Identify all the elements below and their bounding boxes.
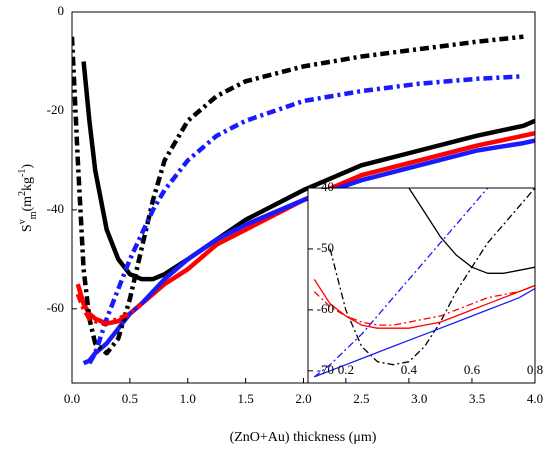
y-tick-label: -40 (47, 201, 64, 216)
x-tick-label: 3.5 (469, 391, 485, 406)
x-tick-label: 0.5 (122, 391, 138, 406)
x-tick-label: 4.0 (527, 391, 543, 406)
series-line (82, 138, 535, 366)
x-tick-label: 0.2 (338, 362, 354, 377)
series-line (313, 284, 535, 326)
y-tick-label: 0 (58, 3, 65, 18)
series-line (314, 287, 535, 378)
y-axis-label: Svm(m2kg-1) (17, 164, 39, 232)
x-tick-label: 3.0 (411, 391, 427, 406)
y-tick-label: -50 (317, 240, 334, 255)
x-tick-label: 0.6 (464, 362, 481, 377)
y-label-part: 2 (17, 191, 28, 196)
y-label-part: -1 (17, 169, 28, 177)
x-tick-label: 1.0 (180, 391, 196, 406)
y-tick-label: -40 (317, 179, 334, 194)
x-tick-label: 2.5 (353, 391, 369, 406)
plot-lines (72, 34, 535, 366)
y-label-part: ) (20, 164, 35, 169)
y-label-part: kg (20, 177, 35, 191)
y-label-part: (m (20, 196, 35, 212)
y-label-part: m (28, 211, 39, 219)
y-label-part: S (20, 224, 35, 232)
x-tick-label: 2.0 (295, 391, 311, 406)
series-line (329, 188, 535, 366)
y-tick-label: -60 (317, 301, 334, 316)
y-label-part: v (17, 219, 28, 224)
y-tick-label: -70 (317, 362, 334, 377)
y-tick-label: -20 (47, 102, 64, 117)
series-line (313, 279, 535, 329)
plot-lines (313, 188, 535, 378)
x-tick-label: 1.5 (238, 391, 254, 406)
y-tick-label: -60 (47, 300, 64, 315)
axes-frame (307, 187, 536, 384)
series-line (87, 74, 524, 365)
series-line (313, 188, 489, 378)
series-line (75, 293, 143, 326)
x-tick-label: 0.0 (64, 391, 80, 406)
x-axis-label: (ZnO+Au) thickness (μm) (230, 430, 377, 445)
x-tick-label: 0.4 (401, 362, 418, 377)
inset-background (308, 188, 535, 383)
series-line (75, 131, 535, 326)
